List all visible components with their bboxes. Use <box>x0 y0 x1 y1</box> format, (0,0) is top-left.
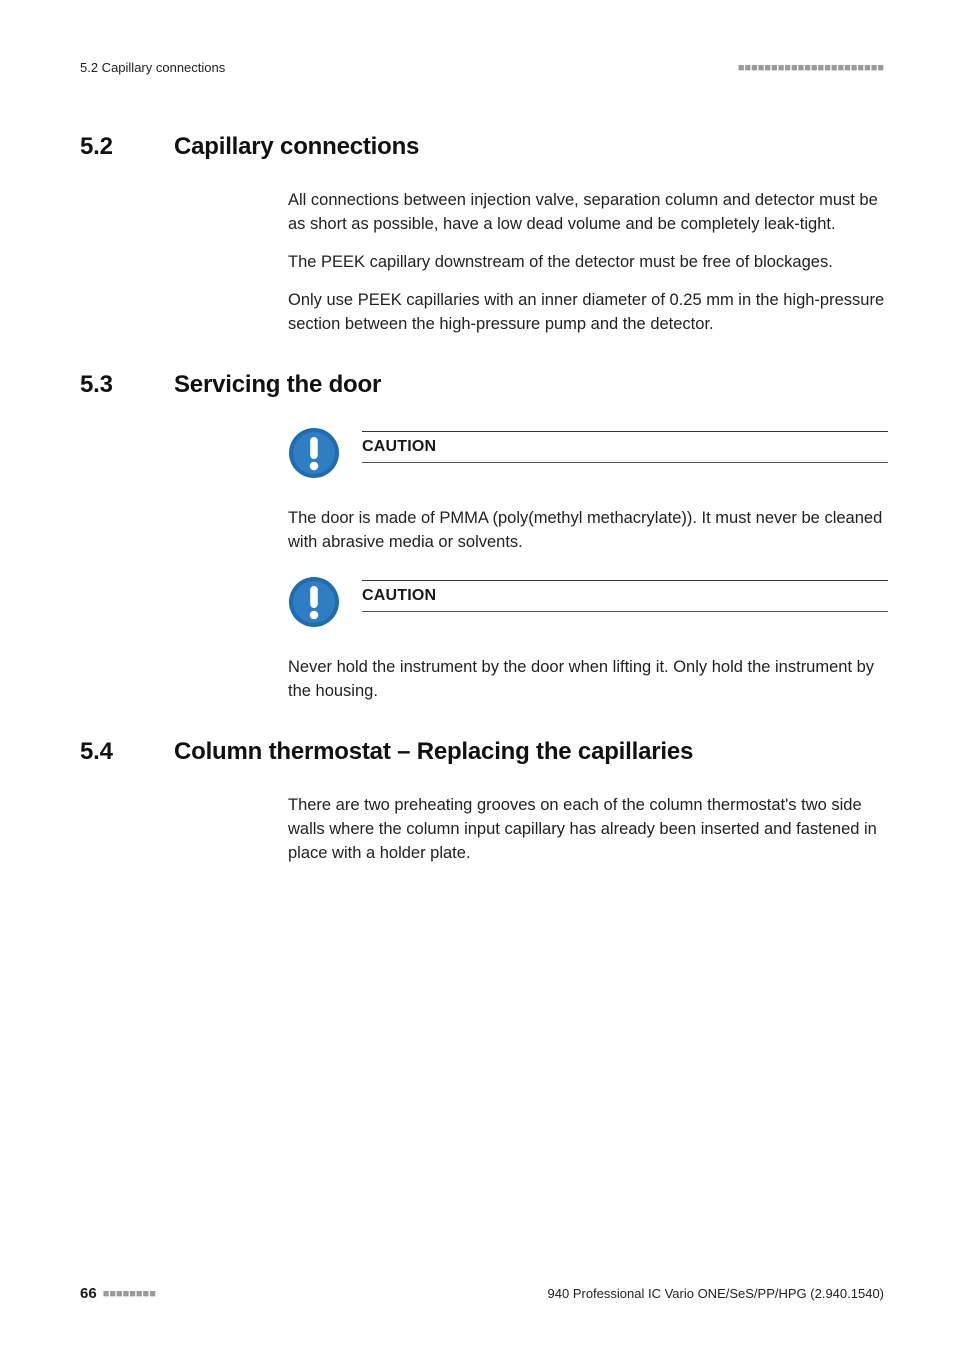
page: 5.2 Capillary connections ■■■■■■■■■■■■■■… <box>0 0 954 1350</box>
paragraph: The PEEK capillary downstream of the det… <box>288 251 888 275</box>
caution-notice: CAUTION Never hold the instrument by the… <box>288 576 888 704</box>
footer-right: 940 Professional IC Vario ONE/SeS/PP/HPG… <box>548 1286 884 1301</box>
paragraph: All connections between injection valve,… <box>288 189 888 237</box>
notice-rule <box>362 431 888 432</box>
notice-body: Never hold the instrument by the door wh… <box>288 656 888 704</box>
notice-header-row: CAUTION <box>288 576 888 628</box>
section-number: 5.3 <box>80 371 132 399</box>
section-body: All connections between injection valve,… <box>288 189 888 337</box>
caution-notice: CAUTION The door is made of PMMA (poly(m… <box>288 427 888 555</box>
notice-header-row: CAUTION <box>288 427 888 479</box>
section-number: 5.2 <box>80 133 132 161</box>
notice-icon-col <box>288 427 344 479</box>
notice-head: CAUTION <box>362 576 888 612</box>
section-heading: 5.4 Column thermostat – Replacing the ca… <box>80 738 884 766</box>
notice-rule <box>362 462 888 463</box>
section-title: Servicing the door <box>174 371 381 399</box>
paragraph: Only use PEEK capillaries with an inner … <box>288 289 888 337</box>
section-5-3: 5.3 Servicing the door CAUTION <box>80 371 884 705</box>
notice-label: CAUTION <box>362 438 888 456</box>
section-body: There are two preheating grooves on each… <box>288 794 888 866</box>
notice-body: The door is made of PMMA (poly(methyl me… <box>288 507 888 555</box>
footer-left: 66 ■■■■■■■■ <box>80 1285 156 1302</box>
footer-dashes: ■■■■■■■■ <box>103 1288 156 1300</box>
caution-icon <box>288 427 340 479</box>
paragraph: There are two preheating grooves on each… <box>288 794 888 866</box>
page-number: 66 <box>80 1285 97 1302</box>
notice-rule <box>362 580 888 581</box>
section-number: 5.4 <box>80 738 132 766</box>
section-heading: 5.2 Capillary connections <box>80 133 884 161</box>
section-title: Column thermostat – Replacing the capill… <box>174 738 693 766</box>
notice-label: CAUTION <box>362 587 888 605</box>
header-dashes: ■■■■■■■■■■■■■■■■■■■■■■ <box>738 62 884 74</box>
notice-rule <box>362 611 888 612</box>
running-header: 5.2 Capillary connections ■■■■■■■■■■■■■■… <box>80 60 884 75</box>
section-5-2: 5.2 Capillary connections All connection… <box>80 133 884 337</box>
section-5-4: 5.4 Column thermostat – Replacing the ca… <box>80 738 884 866</box>
section-title: Capillary connections <box>174 133 419 161</box>
notice-head: CAUTION <box>362 427 888 463</box>
notice-icon-col <box>288 576 344 628</box>
page-footer: 66 ■■■■■■■■ 940 Professional IC Vario ON… <box>80 1285 884 1302</box>
header-left: 5.2 Capillary connections <box>80 60 225 75</box>
section-heading: 5.3 Servicing the door <box>80 371 884 399</box>
caution-icon <box>288 576 340 628</box>
